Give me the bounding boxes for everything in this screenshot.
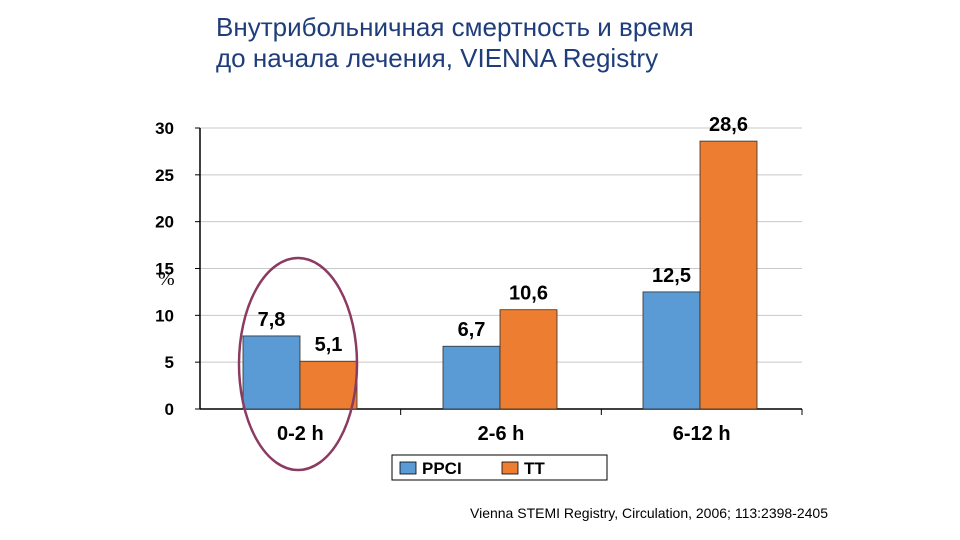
data-label: 6,7 [458, 319, 486, 341]
legend-swatch-ppci [399, 461, 417, 475]
bar-tt [499, 309, 558, 410]
slide-title: Внутрибольничная смертность и время до н… [216, 12, 836, 74]
title-line-1: Внутрибольничная смертность и время [216, 12, 694, 42]
y-tick-label: 30 [155, 119, 174, 138]
y-tick-label: 20 [155, 213, 174, 232]
title-line-2: до начала лечения, VIENNA Registry [216, 43, 659, 73]
data-label: 28,6 [709, 114, 748, 136]
y-tick-label: 25 [155, 166, 174, 185]
y-tick-label: 5 [165, 353, 174, 372]
data-label: 10,6 [509, 283, 548, 305]
highlight-ellipse [237, 256, 359, 472]
bar-ppci [642, 291, 701, 410]
legend-label-ppci: PPCI [422, 459, 462, 478]
data-label: 7,8 [258, 309, 286, 331]
bar-ppci [242, 335, 301, 410]
x-tick-label: 6-12 h [673, 423, 731, 445]
data-label: 12,5 [652, 265, 691, 287]
citation: Vienna STEMI Registry, Circulation, 2006… [470, 505, 828, 521]
x-tick-label: 0-2 h [277, 423, 324, 445]
y-tick-label: 0 [165, 400, 174, 419]
y-tick-label: 10 [155, 306, 174, 325]
bar-tt [699, 140, 758, 410]
y-tick-label: 15 [155, 260, 174, 279]
bar-ppci [442, 345, 501, 410]
data-label: 5,1 [315, 334, 343, 356]
legend-swatch-tt [501, 461, 519, 475]
x-tick-label: 2-6 h [478, 423, 525, 445]
legend-box [391, 454, 608, 481]
y-axis-label: % [158, 268, 175, 290]
legend-label-tt: TT [524, 459, 545, 478]
bar-tt [299, 360, 358, 410]
